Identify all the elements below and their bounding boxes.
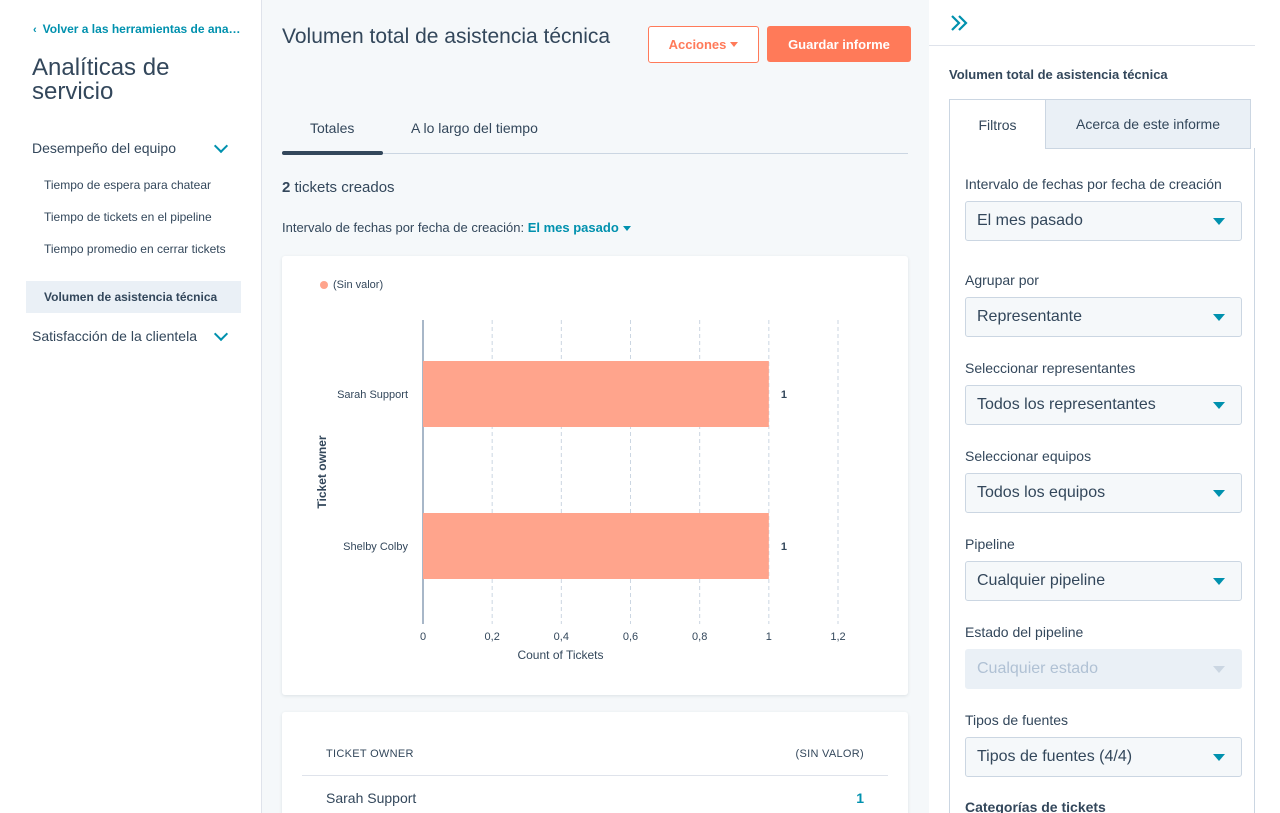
- sidebar-item-chat-wait-time[interactable]: Tiempo de espera para chatear: [26, 177, 241, 193]
- chart-card: (Sin valor) 0 0,2 0,4 0,6 0,8 1 1,2 Sarah Suppor…: [282, 256, 908, 695]
- select-value: Representante: [977, 308, 1082, 325]
- sidebar-group-team-performance[interactable]: Desempeño del equipo: [32, 137, 232, 159]
- filter-label-pipeline-status: Estado del pipeline: [965, 624, 1084, 640]
- sidebar-item-avg-close-time[interactable]: Tiempo promedio en cerrar tickets: [26, 241, 241, 257]
- table-cell-value-link[interactable]: 1: [856, 790, 864, 806]
- caret-down-icon: [622, 226, 631, 232]
- x-tick-label: 0,6: [623, 631, 638, 643]
- actions-button[interactable]: Acciones: [648, 26, 759, 63]
- tab-about-report[interactable]: Acerca de este informe: [1045, 99, 1251, 149]
- filter-label-teams: Seleccionar equipos: [965, 448, 1092, 464]
- select-value: Todos los equipos: [977, 484, 1106, 501]
- x-tick-label: 0,8: [692, 631, 707, 643]
- data-label: 1: [781, 389, 787, 401]
- x-tick-label: 1,2: [830, 631, 845, 643]
- pipeline-select[interactable]: Cualquier pipeline: [965, 561, 1242, 601]
- sidebar-item-label: Volumen de asistencia técnica: [44, 290, 218, 304]
- source-types-select[interactable]: Tipos de fuentes (4/4): [965, 737, 1242, 777]
- select-value: Tipos de fuentes (4/4): [977, 748, 1133, 765]
- report-tabs: Totales A lo largo del tiempo: [282, 108, 908, 155]
- bar-chart: (Sin valor) 0 0,2 0,4 0,6 0,8 1 1,2 Sarah Suppor…: [315, 279, 846, 662]
- bar: [423, 513, 769, 579]
- y-tick-label: Sarah Support: [337, 389, 408, 401]
- report-side-panel: Volumen total de asistencia técnica Filt…: [929, 0, 1280, 813]
- caret-down-icon: [1213, 218, 1225, 225]
- sidebar-item-label: Tiempo promedio en cerrar tickets: [44, 242, 226, 256]
- select-value: Cualquier pipeline: [977, 572, 1106, 589]
- sidebar-item-label: Tiempo de tickets en el pipeline: [44, 210, 212, 224]
- caret-down-icon: [1213, 578, 1225, 585]
- date-range-line: Intervalo de fechas por fecha de creació…: [282, 220, 631, 235]
- table-cell-owner: Sarah Support: [326, 790, 417, 806]
- x-tick-label: 1: [766, 631, 772, 643]
- tab-totals[interactable]: Totales: [310, 120, 355, 136]
- ticket-count-suffix: tickets creados: [294, 179, 395, 196]
- filter-label-source-types: Tipos de fuentes: [965, 712, 1068, 728]
- caret-down-icon: [1213, 666, 1225, 673]
- chevron-left-icon: ‹: [33, 24, 37, 36]
- ticket-count-number: 2: [282, 179, 291, 196]
- chevron-down-icon: [213, 138, 229, 153]
- group-by-select[interactable]: Representante: [965, 297, 1242, 337]
- table-header-row: TICKET OWNER (SIN VALOR): [302, 746, 888, 776]
- x-axis-title: Count of Tickets: [517, 648, 603, 662]
- select-value: Todos los representantes: [977, 396, 1156, 413]
- column-header-owner[interactable]: TICKET OWNER: [326, 748, 414, 760]
- actions-button-label: Acciones: [668, 37, 727, 52]
- legend-dot: [320, 281, 328, 289]
- back-link-label: Volver a las herramientas de analíticas: [42, 22, 243, 36]
- sidebar-item-ticket-pipeline-time[interactable]: Tiempo de tickets en el pipeline: [26, 209, 241, 225]
- filter-label-date-range: Intervalo de fechas por fecha de creació…: [965, 176, 1222, 192]
- sidebar-title: Analíticas de servicio: [32, 54, 170, 105]
- caret-down-icon: [1213, 402, 1225, 409]
- caret-down-icon: [730, 42, 739, 47]
- pipeline-status-select: Cualquier estado: [965, 649, 1242, 689]
- active-tab-indicator: [282, 151, 383, 155]
- divider: [929, 45, 1255, 46]
- sidebar-item-support-volume[interactable]: Volumen de asistencia técnica: [26, 281, 241, 313]
- filter-label-ticket-categories: Categorías de tickets: [965, 799, 1106, 813]
- filter-label-pipeline: Pipeline: [965, 536, 1015, 552]
- ticket-count: 2 tickets creados: [282, 179, 395, 196]
- y-axis-title: Ticket owner: [315, 435, 329, 508]
- x-tick-label: 0: [420, 631, 426, 643]
- filter-label-reps: Seleccionar representantes: [965, 360, 1136, 376]
- y-tick-label: Shelby Colby: [343, 541, 408, 553]
- data-table: TICKET OWNER (SIN VALOR) Sarah Support 1: [282, 712, 908, 813]
- x-tick-label: 0,4: [554, 631, 569, 643]
- caret-down-icon: [1213, 754, 1225, 761]
- panel-tabs: Filtros Acerca de este informe: [949, 99, 1255, 149]
- save-report-button[interactable]: Guardar informe: [767, 26, 911, 62]
- data-label: 1: [781, 541, 787, 553]
- filters-panel: [949, 148, 1255, 813]
- double-chevron-right-icon[interactable]: [949, 12, 969, 34]
- page-title: Volumen total de asistencia técnica: [282, 25, 611, 48]
- reps-select[interactable]: Todos los representantes: [965, 385, 1242, 425]
- back-link[interactable]: ‹ Volver a las herramientas de analíticas: [33, 22, 243, 36]
- panel-title: Volumen total de asistencia técnica: [949, 67, 1168, 82]
- bar: [423, 361, 769, 427]
- sidebar-group-customer-satisfaction[interactable]: Satisfacción de la clientela: [32, 325, 232, 347]
- sidebar-group-label: Desempeño del equipo: [32, 140, 176, 156]
- chevron-down-icon: [213, 326, 229, 341]
- legend-label: (Sin valor): [333, 279, 383, 291]
- sidebar-group-label: Satisfacción de la clientela: [32, 328, 197, 344]
- filter-label-group-by: Agrupar por: [965, 272, 1039, 288]
- select-value: El mes pasado: [977, 212, 1083, 229]
- tab-filters[interactable]: Filtros: [949, 99, 1046, 149]
- date-range-value: El mes pasado: [527, 220, 619, 235]
- select-value: Cualquier estado: [977, 660, 1098, 677]
- caret-down-icon: [1213, 314, 1225, 321]
- date-range-dropdown[interactable]: El mes pasado: [528, 220, 631, 235]
- sidebar-item-label: Tiempo de espera para chatear: [44, 178, 211, 192]
- date-range-label: Intervalo de fechas por fecha de creació…: [282, 220, 525, 235]
- teams-select[interactable]: Todos los equipos: [965, 473, 1242, 513]
- sidebar: ‹ Volver a las herramientas de analíticas…: [0, 0, 262, 813]
- date-range-select[interactable]: El mes pasado: [965, 201, 1242, 241]
- tab-over-time[interactable]: A lo largo del tiempo: [411, 120, 538, 136]
- caret-down-icon: [1213, 490, 1225, 497]
- x-tick-label: 0,2: [485, 631, 500, 643]
- column-header-value[interactable]: (SIN VALOR): [795, 748, 864, 760]
- main-content: Volumen total de asistencia técnica Acci…: [262, 0, 929, 813]
